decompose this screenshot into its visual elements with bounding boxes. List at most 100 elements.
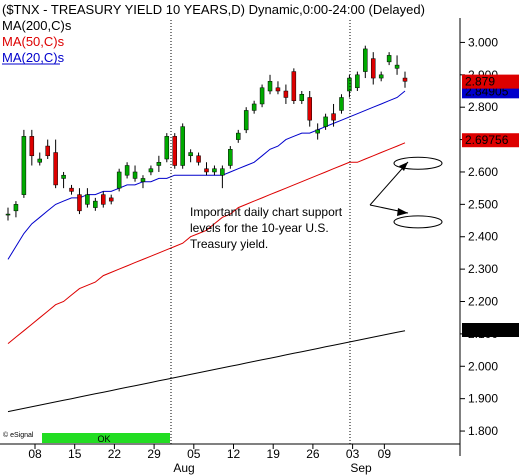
annotation-ellipses xyxy=(393,156,443,229)
support-ellipse xyxy=(393,215,443,229)
candle-body xyxy=(228,149,233,166)
candle-body xyxy=(212,168,217,173)
ma200-line xyxy=(7,330,406,413)
ma50-last-value-bg xyxy=(462,133,519,148)
candle-body xyxy=(259,87,265,105)
candle-body xyxy=(53,152,58,186)
candle-body xyxy=(291,71,297,101)
candle-body xyxy=(124,165,130,176)
candle-body xyxy=(323,116,328,127)
candle-body xyxy=(116,171,122,189)
candle-body xyxy=(236,132,241,140)
candle-body xyxy=(172,136,177,166)
candle-body xyxy=(363,48,368,72)
x-tick-label: 08 xyxy=(28,447,42,461)
y-tick-label: 2.500 xyxy=(468,197,498,211)
legend-ma200: MA(200,C)s xyxy=(2,18,72,33)
x-tick-label: 12 xyxy=(227,447,241,461)
status-bar xyxy=(42,433,170,443)
y-tick-label: 1.800 xyxy=(468,424,498,438)
candle-body xyxy=(355,74,360,89)
esignal-watermark: © eSignal xyxy=(3,431,34,439)
y-tick-label: 2.400 xyxy=(468,230,498,244)
y-tick-label: 3.000 xyxy=(468,35,498,49)
x-tick-label: 15 xyxy=(68,447,82,461)
candle-body xyxy=(93,200,98,208)
candle-body xyxy=(140,178,146,182)
candle-body xyxy=(347,77,352,92)
x-tick-label: 09 xyxy=(378,447,392,461)
x-tick-label: 19 xyxy=(267,447,281,461)
candle-body xyxy=(148,168,154,173)
candle-body xyxy=(378,74,384,79)
legend-ma50: MA(50,C)s xyxy=(2,34,65,49)
y-tick-label: 2.800 xyxy=(468,100,498,114)
y-tick-label: 2.200 xyxy=(468,295,498,309)
y-tick-label: 2.600 xyxy=(468,165,498,179)
x-tick-label: 03 xyxy=(346,447,360,461)
candle-body xyxy=(69,187,74,192)
candle-body xyxy=(243,110,249,131)
support-ellipse xyxy=(393,156,443,170)
candle-body xyxy=(180,126,185,166)
candle-body xyxy=(196,155,201,163)
candle-body xyxy=(13,204,19,212)
annotation-line-1: Important daily chart support xyxy=(190,205,343,219)
candle-body xyxy=(45,145,50,157)
candle-body xyxy=(156,162,162,166)
annotation: Important daily chart support levels for… xyxy=(190,156,443,251)
candle-body xyxy=(164,136,170,160)
annotation-arrow-upper xyxy=(369,161,409,206)
candle-body xyxy=(101,194,106,205)
candle-body xyxy=(37,158,43,163)
candle-body xyxy=(251,103,257,111)
candle-body xyxy=(29,136,35,157)
ma50-last-value: 2.69756 xyxy=(465,133,509,147)
annotation-arrowhead-lower xyxy=(397,208,408,216)
candle-body xyxy=(331,113,336,121)
candle-body xyxy=(307,97,312,121)
candle-body xyxy=(275,87,281,92)
candle-body xyxy=(85,194,90,205)
x-axis-ticks: 08 15 22 29 05 12 19 26 03 09 Aug Sep xyxy=(28,444,391,475)
x-month-label: Aug xyxy=(173,461,194,475)
candle-body xyxy=(299,93,305,101)
candle-body xyxy=(5,213,11,216)
candle-body xyxy=(339,97,344,111)
x-tick-label: 05 xyxy=(187,447,201,461)
candle-body xyxy=(108,197,114,202)
annotation-line-2: levels for the 10-year U.S. xyxy=(190,221,329,235)
candle-body xyxy=(220,168,225,176)
candle-body xyxy=(386,55,392,63)
y-tick-label: 2.300 xyxy=(468,262,498,276)
last-price-value-bg xyxy=(462,74,519,89)
candle-body xyxy=(370,58,376,79)
candle-body xyxy=(61,174,66,179)
candle-body xyxy=(77,194,82,212)
candle-body xyxy=(188,152,193,157)
x-tick-label: 26 xyxy=(306,447,320,461)
ma200-last-value-bg xyxy=(462,323,519,338)
y-tick-label: 1.900 xyxy=(468,392,498,406)
y-tick-label: 2.000 xyxy=(468,359,498,373)
candle-body xyxy=(204,168,209,173)
candle-body xyxy=(283,90,289,98)
legend-ma20: MA(20,C)s xyxy=(2,50,65,65)
ma200-last-value: 2.112305 xyxy=(465,323,514,337)
candle-body xyxy=(21,136,27,195)
candles xyxy=(5,45,408,221)
x-month-label: Sep xyxy=(350,461,372,475)
candle-body xyxy=(402,77,408,82)
x-tick-label: 29 xyxy=(147,447,161,461)
candle-body xyxy=(394,64,400,69)
annotation-arrowhead-upper xyxy=(399,162,408,171)
annotation-line-3: Treasury yield. xyxy=(190,237,268,251)
ma50-line xyxy=(7,142,406,344)
last-price-value: 2.879 xyxy=(465,75,495,89)
candle-body xyxy=(315,129,320,134)
candle-body xyxy=(132,171,138,179)
chart-title: ($TNX - TREASURY YIELD 10 YEARS,D) Dynam… xyxy=(2,2,425,17)
